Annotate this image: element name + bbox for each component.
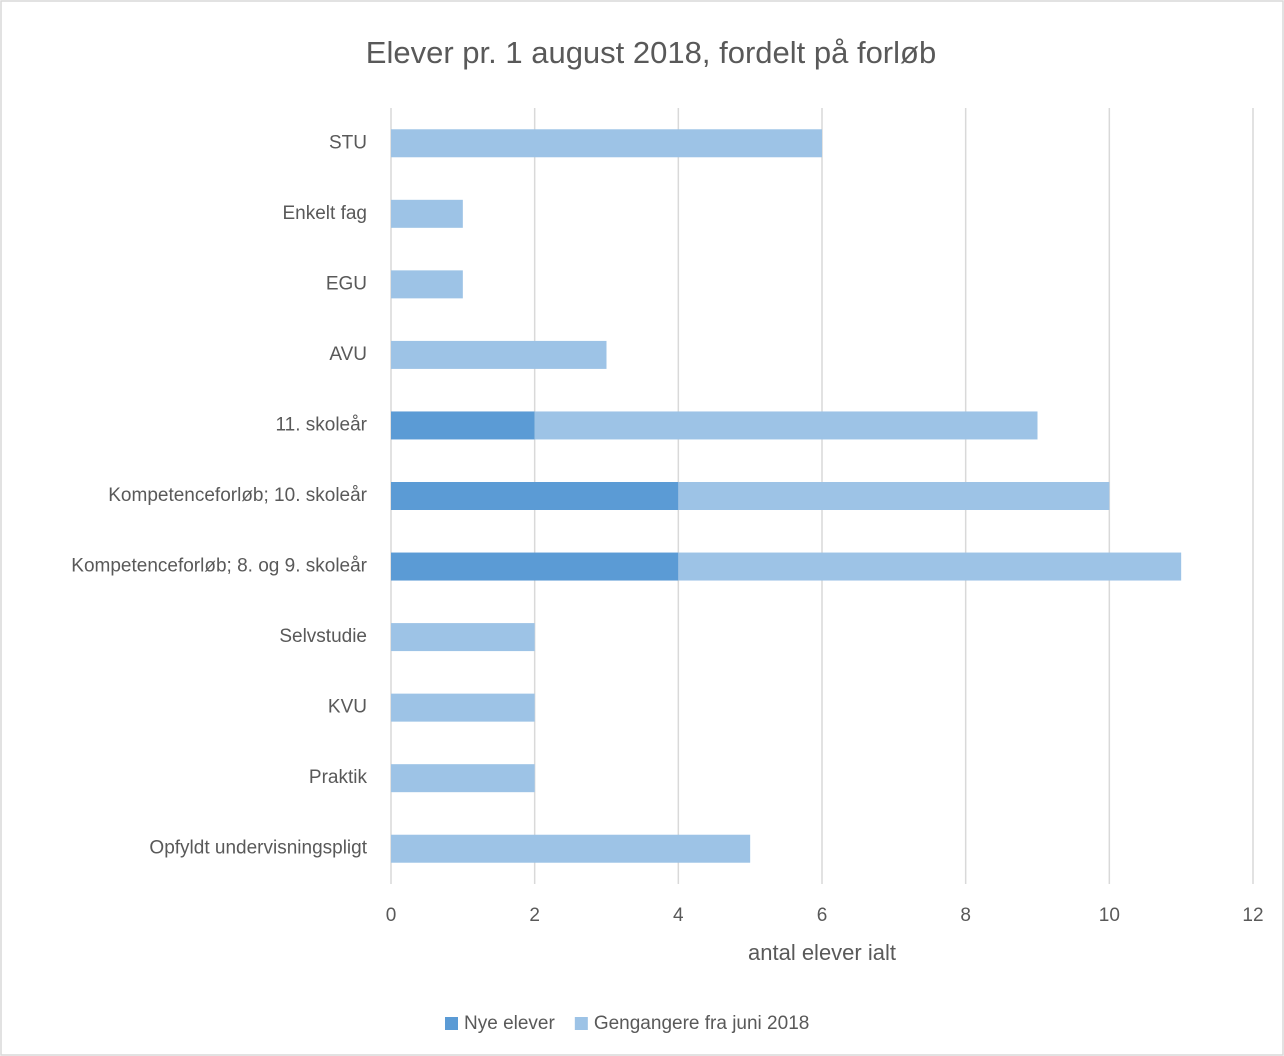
bar-segment [678,552,1182,581]
y-tick-label: STU [329,132,367,153]
bar-segment [391,693,535,722]
y-tick-label: Kompetenceforløb; 8. og 9. skoleår [71,556,367,577]
x-tick-label: 4 [673,905,684,926]
y-tick-label: Praktik [309,767,368,788]
y-tick-label: KVU [328,697,367,718]
x-tick-label: 2 [529,905,540,926]
bar-segment [391,834,751,863]
bar-segment [391,199,463,228]
y-tick-label: Enkelt fag [283,203,368,224]
x-tick-label: 8 [960,905,971,926]
x-tick-label: 0 [386,905,397,926]
bar-segment [391,482,679,510]
y-tick-label: AVU [329,344,367,365]
legend-label: Nye elever [464,1013,555,1034]
bar-segment [391,411,535,440]
y-tick-label: 11. skoleår [275,414,367,435]
chart-title: Elever pr. 1 august 2018, fordelt på for… [366,35,936,70]
y-tick-label: EGU [326,273,367,294]
bar-segment [678,482,1110,510]
x-tick-label: 10 [1099,905,1120,926]
x-axis-label: antal elever ialt [748,940,896,965]
bar-segment [391,764,535,793]
bar-segment [391,340,607,369]
legend-label: Gengangere fra juni 2018 [594,1013,810,1034]
legend-swatch [574,1017,588,1030]
y-tick-label: Opfyldt undervisningspligt [149,838,367,859]
bar-segment [534,411,1038,440]
x-tick-label: 6 [817,905,828,926]
bar-segment [391,623,535,652]
bar-segment [391,129,822,158]
legend-swatch [445,1017,458,1030]
y-tick-label: Selvstudie [279,626,367,647]
bar-segment [391,270,463,299]
y-tick-label: Kompetenceforløb; 10. skoleår [108,485,367,506]
bar-segment [391,552,679,581]
x-tick-label: 12 [1242,905,1263,926]
